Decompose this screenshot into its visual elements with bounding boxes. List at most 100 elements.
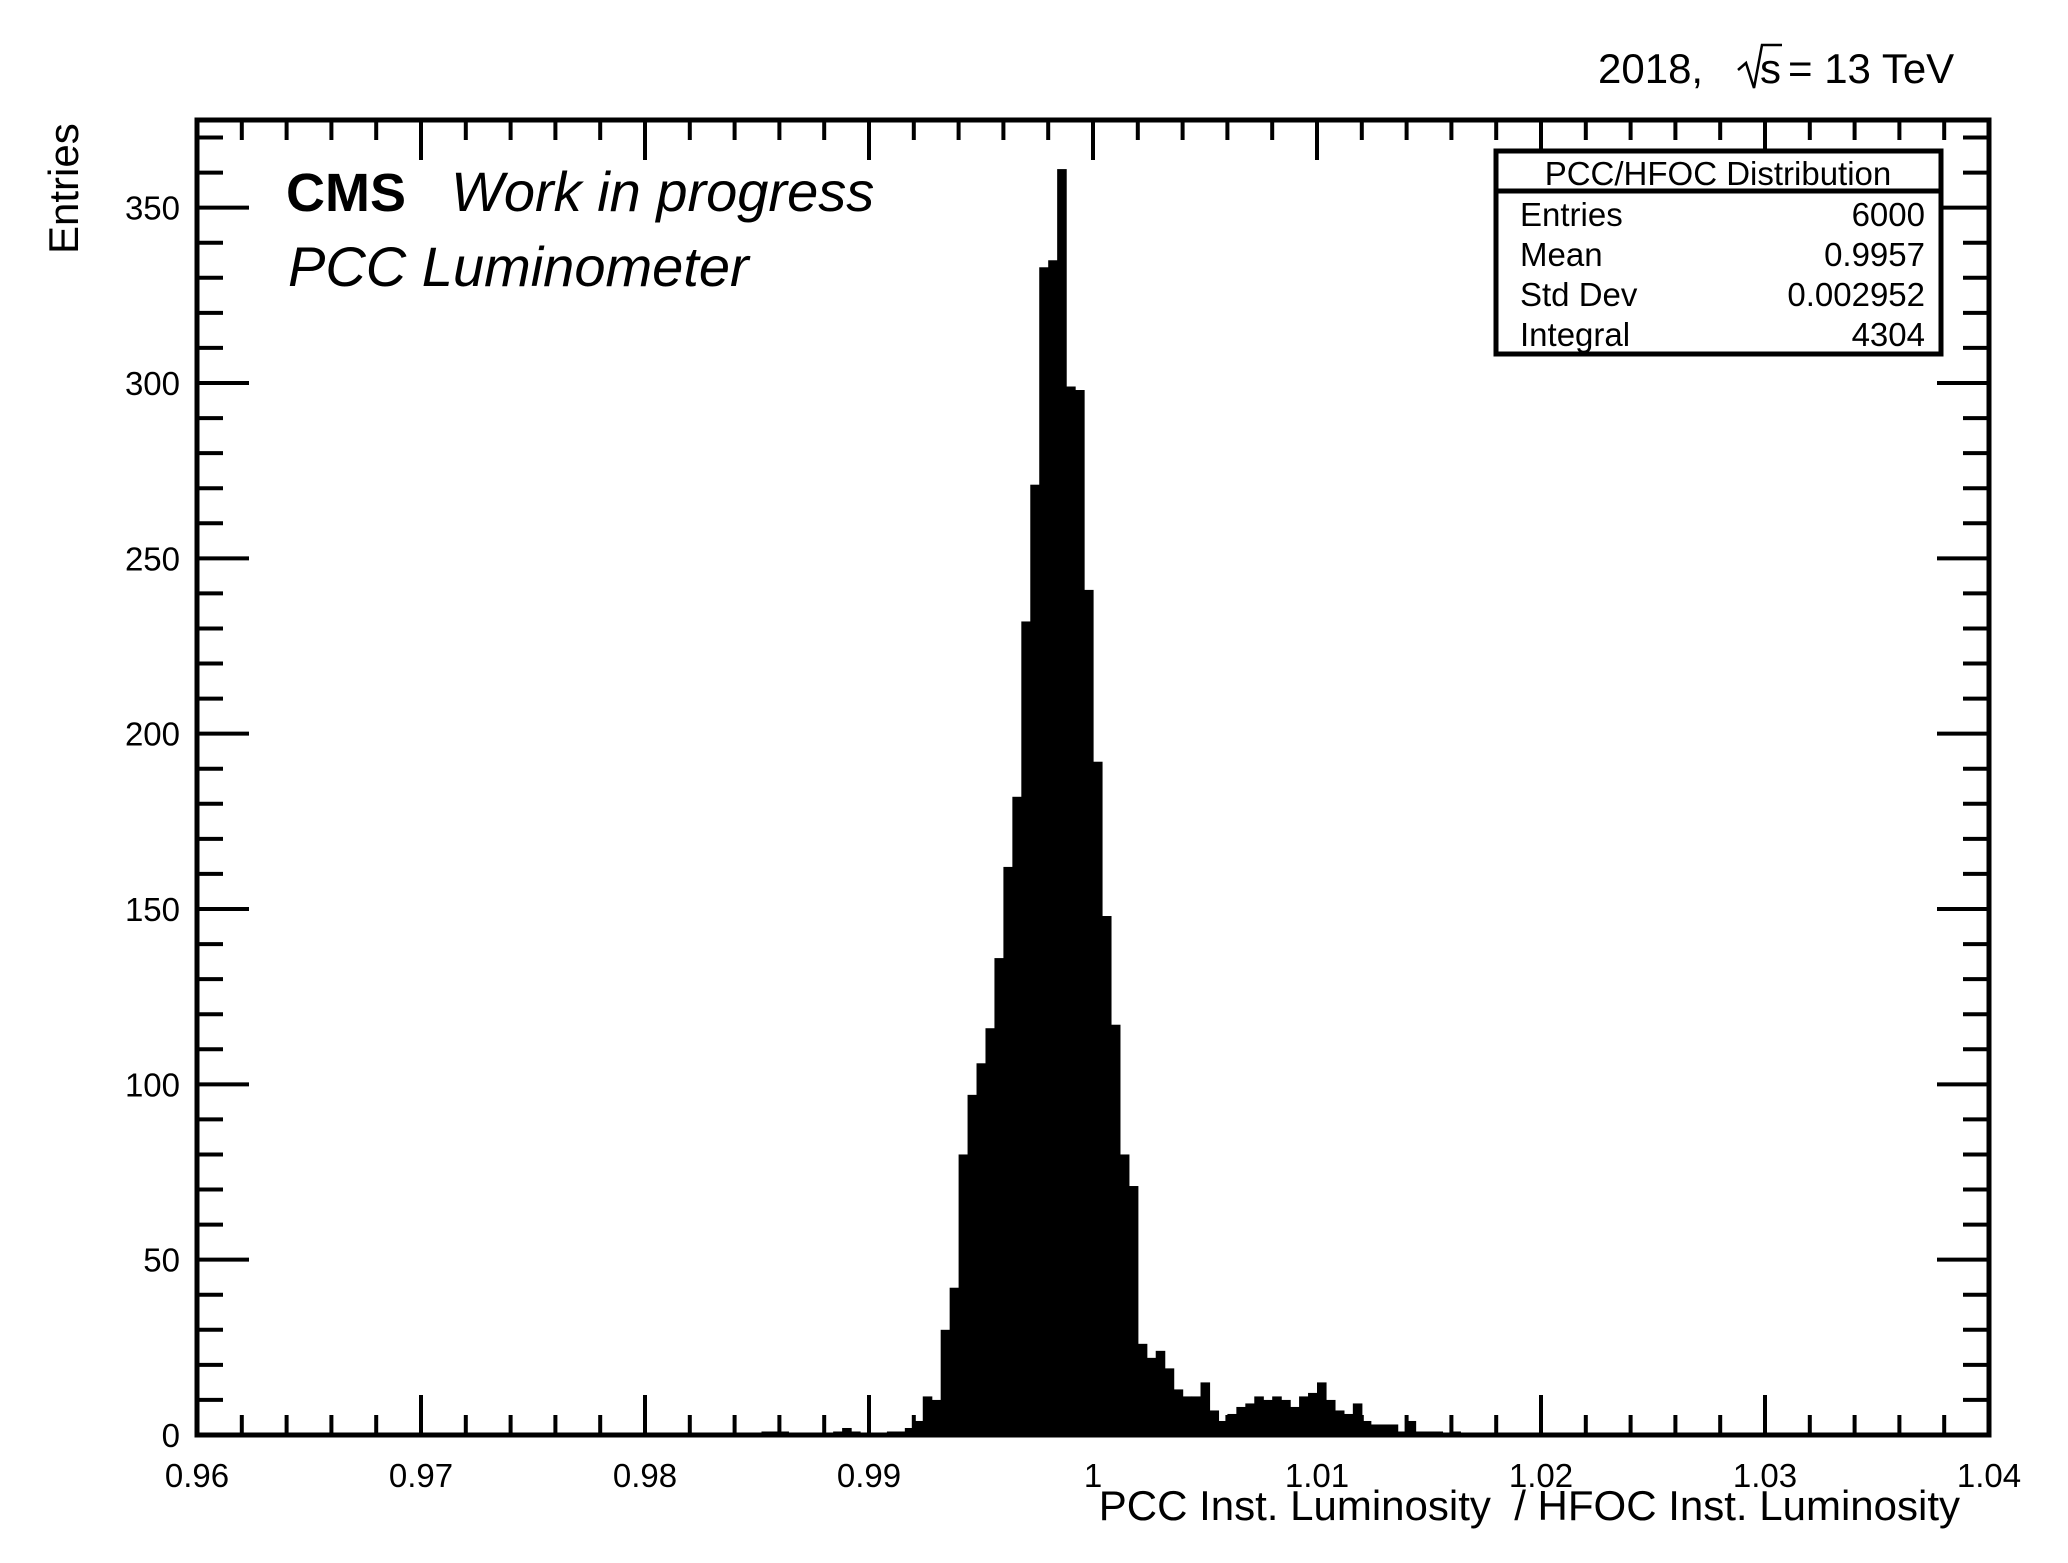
histogram-bar [1317,1382,1327,1435]
histogram-bar [1379,1424,1390,1435]
histogram-bar [1209,1410,1220,1435]
histogram-bar [1012,796,1022,1435]
header-sqrt-s: s [1760,45,1781,92]
histogram-bar [1191,1396,1202,1435]
stats-row-value: 0.9957 [1824,236,1925,273]
histogram-bar [1406,1420,1417,1435]
x-tick-label: 1.01 [1285,1457,1349,1494]
histogram-bar [967,1094,978,1435]
histogram-bar [1200,1382,1211,1435]
stats-row-label: Mean [1520,236,1603,273]
histogram-bar [1048,260,1058,1436]
x-tick-label: 0.99 [837,1457,901,1494]
histogram-bar [1272,1396,1282,1435]
histogram-bar [940,1329,951,1435]
histogram-bar [1388,1424,1399,1435]
x-tick-label: 0.97 [389,1457,453,1494]
histogram-bar [1173,1389,1184,1435]
x-tick-label: 0.98 [613,1457,677,1494]
x-tick-label: 1.02 [1509,1457,1573,1494]
y-tick-label: 200 [125,716,180,753]
histogram-bar [1299,1396,1309,1435]
y-axis-title: Entries [40,123,87,254]
histogram-bar [1245,1403,1255,1435]
y-tick-label: 300 [125,365,180,402]
stats-row-value: 0.002952 [1787,276,1925,313]
x-tick-label: 1.04 [1957,1457,2021,1494]
histogram-bar [1066,386,1076,1436]
x-tick-label: 1.03 [1733,1457,1797,1494]
cms-label: CMS [286,163,406,223]
histogram-bar [1290,1406,1300,1435]
histogram-bar [1361,1420,1372,1435]
status-label: Work in progress [451,160,874,223]
x-tick-labels: 0.96 0.97 0.98 0.99 1 1.01 1.02 1.03 1.04 [165,1457,2021,1494]
histogram-bar [922,1396,933,1435]
y-tick-label: 250 [125,540,180,577]
stats-row-value: 4304 [1852,316,1925,353]
histogram-bar [1155,1350,1166,1435]
histogram-bar [976,1063,987,1435]
histogram-bar [1021,621,1031,1435]
histogram-bar [904,1427,915,1435]
stats-row-value: 6000 [1852,196,1925,233]
histogram-bar [1263,1399,1273,1435]
histogram-bar [842,1427,852,1435]
histogram-bar [1110,1024,1121,1435]
histogram-bar [1119,1154,1130,1435]
histogram-bar [1030,484,1040,1435]
histogram-bar [1146,1357,1157,1435]
x-tick-label: 0.96 [165,1457,229,1494]
stats-box-rows: Entries 6000 Mean 0.9957 Std Dev 0.002952 Inte… [1520,196,1925,353]
y-tick-label: 0 [162,1417,180,1454]
histogram-bar [1308,1392,1318,1435]
histogram-bar [1370,1424,1381,1435]
y-tick-label: 350 [125,190,180,227]
stats-box: PCC/HFOC Distribution Entries 6000 Mean 0.9… [1493,148,1944,357]
y-tick-label: 50 [143,1242,180,1279]
histogram-bar [1039,267,1049,1435]
x-tick-label: 1 [1084,1457,1102,1494]
histogram-bar [1236,1406,1246,1435]
histogram-bar [985,1028,996,1435]
histogram-bar [1352,1403,1363,1435]
histogram-bar [1003,866,1013,1435]
stats-row-label: Std Dev [1520,276,1638,313]
header-year: 2018, [1598,45,1703,92]
histogram-bar [1334,1410,1345,1435]
histogram-bar [1281,1399,1291,1435]
histogram-bar [1084,589,1094,1435]
histogram-bar [1343,1413,1354,1435]
stats-box-title: PCC/HFOC Distribution [1545,155,1892,192]
y-tick-label: 150 [125,891,180,928]
histogram-bars [761,169,1461,1436]
histogram-bar [931,1399,942,1435]
histogram-bar [1057,169,1067,1435]
histogram-bar [1182,1396,1193,1435]
x-axis-title: PCC Inst. Luminosity / HFOC Inst. Lumino… [1099,1482,1960,1529]
y-tick-labels: 0 50 100 150 200 250 300 350 [125,190,180,1454]
histogram-bar [1164,1368,1175,1435]
histogram-bar [949,1287,960,1435]
histogram-bar [958,1154,969,1435]
histogram-bar [1128,1186,1139,1435]
stats-box-frame [1493,148,1944,357]
histogram-bar [1137,1343,1148,1435]
histogram-bar [1075,390,1085,1436]
header-energy: = 13 TeV [1788,45,1954,92]
y-tick-label: 100 [125,1066,180,1103]
histogram-bar [913,1420,924,1435]
detector-label: PCC Luminometer [288,235,751,298]
histogram-bar [1227,1413,1237,1435]
histogram-bar [1093,761,1103,1435]
sqrt-symbol [1737,43,1782,89]
histogram-bar [1101,916,1112,1435]
stats-row-label: Integral [1520,316,1630,353]
plot-frame [194,117,1992,1438]
histogram-bar [1325,1399,1336,1435]
stats-row-label: Entries [1520,196,1623,233]
histogram-bar [1254,1396,1264,1435]
histogram-bar [994,958,1004,1435]
histogram-bar [1218,1420,1228,1435]
